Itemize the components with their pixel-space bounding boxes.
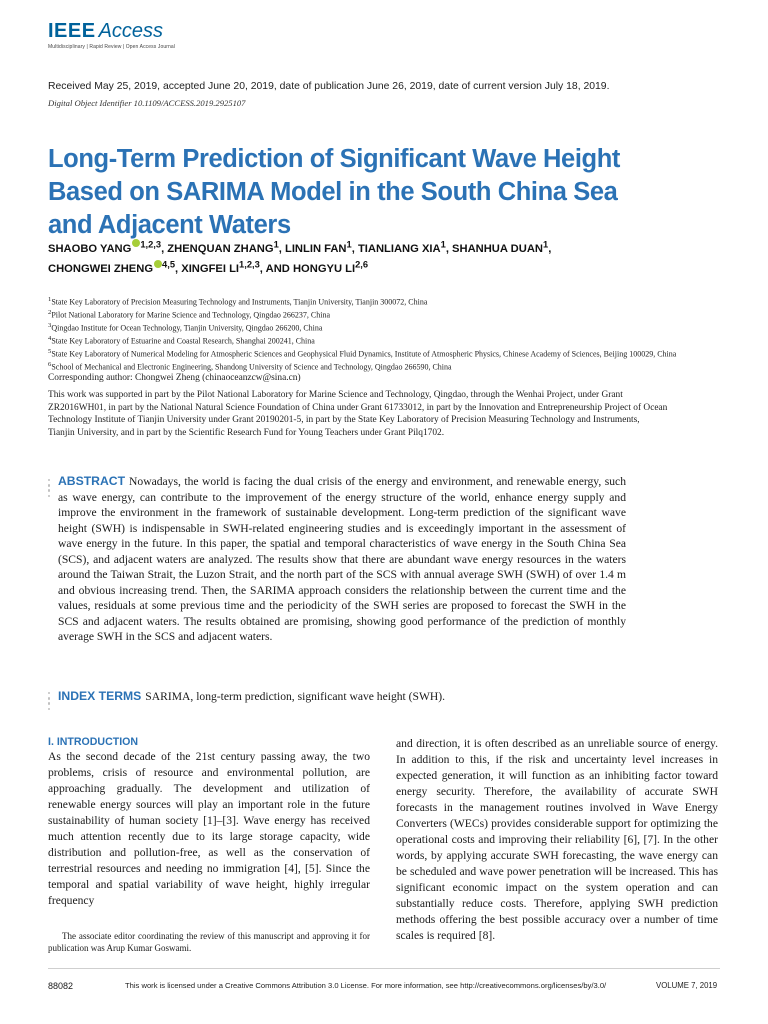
section-heading: I. INTRODUCTION	[48, 736, 139, 748]
affiliation: 2Pilot National Laboratory for Marine Sc…	[48, 308, 331, 320]
index-terms-text: SARIMA, long-term prediction, significan…	[145, 690, 446, 703]
journal-name-bold: IEEE	[48, 20, 96, 42]
author: TIANLIANG XIA1,	[357, 239, 453, 255]
affiliation: 4State Key Laboratory of Estuarine and C…	[48, 334, 315, 346]
journal-tagline: Multidisciplinary | Rapid Review | Open …	[48, 44, 175, 50]
corresponding-author: Corresponding author: Chongwei Zheng (ch…	[48, 373, 301, 383]
author: CHONGWEI ZHENG 4,5,	[48, 259, 182, 276]
index-terms-marker-icon	[48, 692, 51, 713]
affiliation: 1State Key Laboratory of Precision Measu…	[48, 296, 428, 307]
affiliation: 3Qingdao Institute for Ocean Technology,…	[48, 321, 323, 333]
footer-divider	[48, 968, 720, 969]
volume-info: VOLUME 7, 2019	[656, 981, 718, 990]
abstract-text: Nowadays, the world is facing the dual c…	[58, 475, 626, 643]
index-terms-label: INDEX TERMS	[58, 689, 142, 703]
abstract-label: ABSTRACT	[58, 474, 126, 488]
orcid-icon[interactable]	[154, 259, 163, 268]
abstract-marker-icon	[48, 479, 51, 500]
page-number: 88082	[48, 981, 74, 991]
orcid-icon[interactable]	[132, 239, 141, 247]
author-list: SHAOBO YANG 1,2,3, ZHENQUAN ZHANG1, LINLI…	[48, 236, 728, 277]
abstract: ABSTRACT Nowadays, the world is facing th…	[58, 474, 626, 645]
author: LINLIN FAN1,	[284, 239, 358, 255]
right-column: and direction, it is often described as …	[396, 736, 718, 944]
license-notice[interactable]: This work is licensed under a Creative C…	[125, 981, 607, 990]
index-terms: INDEX TERMS SARIMA, long-term prediction,…	[58, 689, 626, 705]
intro-left-text: As the second decade of the 21st century…	[48, 750, 370, 907]
author: SHANHUA DUAN1,	[452, 239, 552, 255]
editor-footnote: The associate editor coordinating the re…	[48, 931, 370, 953]
paper-title: Long-Term Prediction of Significant Wave…	[48, 145, 620, 239]
funding-statement: This work was supported in part by the P…	[48, 390, 668, 438]
affiliation: 6School of Mechanical and Electronic Eng…	[48, 360, 452, 372]
author: ZHENQUAN ZHANG1,	[167, 239, 285, 255]
author: XINGFEI LI1,2,3,	[181, 259, 266, 276]
left-column: I. INTRODUCTION As the second decade of …	[48, 736, 370, 909]
journal-logo: IEEE Access Multidisciplinary | Rapid Rev…	[48, 20, 175, 50]
author: SHAOBO YANG 1,2,3,	[48, 239, 168, 255]
intro-right-text: and direction, it is often described as …	[396, 737, 718, 942]
author: AND HONGYU LI2,6	[265, 259, 369, 276]
affiliation: 5State Key Laboratory of Numerical Model…	[48, 347, 677, 359]
journal-name-italic: Access	[98, 20, 164, 42]
doi: Digital Object Identifier 10.1109/ACCESS…	[48, 98, 246, 108]
affiliations: 1State Key Laboratory of Precision Measu…	[48, 295, 738, 373]
publication-dates: Received May 25, 2019, accepted June 20,…	[48, 81, 610, 92]
